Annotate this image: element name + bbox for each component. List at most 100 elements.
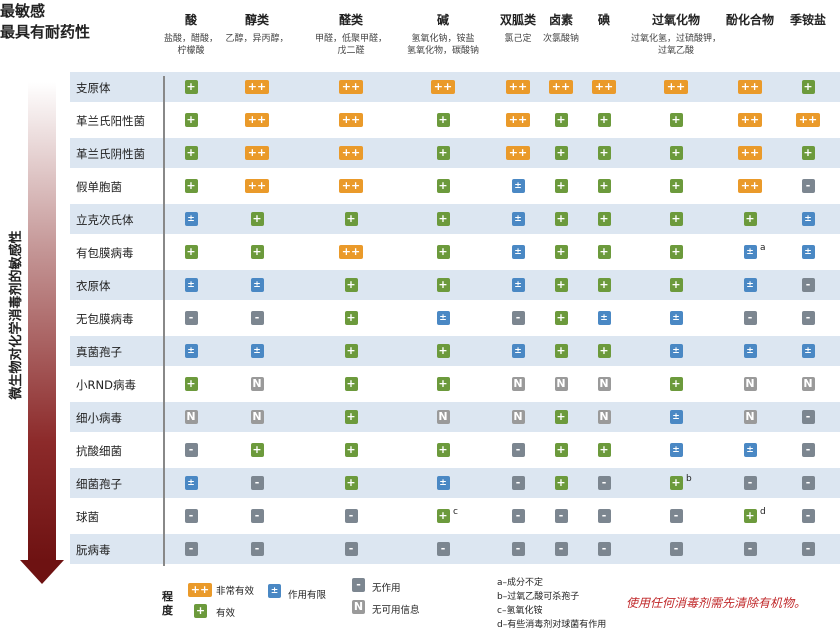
cell-badge: N	[250, 377, 264, 391]
column-title: 过氧化物	[651, 13, 701, 27]
cell-badge: +	[184, 245, 198, 259]
cell-badge: -	[801, 410, 815, 424]
cell-badge: N	[801, 377, 815, 391]
column-title: 酸	[184, 13, 198, 27]
cell-badge: ±	[511, 278, 525, 292]
column-subtitle: 过氧化氢，过硫酸钾， 过氧乙酸	[630, 34, 722, 56]
cell-badge: ++	[506, 146, 530, 160]
cell-badge: -	[250, 311, 264, 325]
legend-no-info-badge: N	[352, 600, 365, 614]
cell-badge: +	[554, 443, 568, 457]
cell-badge: +	[554, 146, 568, 160]
cell-badge: ±	[743, 344, 757, 358]
cell-badge: N	[511, 410, 525, 424]
cell-badge: ++	[245, 179, 269, 193]
cell-badge: ++	[339, 146, 363, 160]
cell-badge: +	[554, 311, 568, 325]
cell-badge: ++	[738, 179, 762, 193]
cell-badge: +	[669, 179, 683, 193]
cell-badge: -	[597, 509, 611, 523]
cell-badge: ±	[669, 443, 683, 457]
cell-badge: ++	[506, 80, 530, 94]
cell-badge: -	[511, 443, 525, 457]
cell-badge: +	[597, 113, 611, 127]
cell-badge: +	[597, 245, 611, 259]
cell-badge: +	[344, 278, 358, 292]
cell-badge: -	[184, 542, 198, 556]
column-title: 醇类	[244, 13, 270, 27]
cell-annotation: c	[453, 507, 458, 517]
cell-badge: ++	[339, 179, 363, 193]
cell-badge: -	[801, 179, 815, 193]
row-label: 有包膜病毒	[76, 246, 134, 260]
row-band	[70, 534, 840, 564]
column-title: 双胍类	[499, 13, 537, 27]
cell-badge: -	[743, 542, 757, 556]
cell-badge: ±	[436, 311, 450, 325]
cell-badge: -	[250, 542, 264, 556]
cell-badge: +	[344, 311, 358, 325]
cell-badge: +	[344, 443, 358, 457]
row-label: 小RND病毒	[76, 378, 136, 392]
table-divider	[163, 76, 165, 566]
cell-badge: -	[250, 476, 264, 490]
row-band	[70, 336, 840, 366]
cell-badge: +	[554, 212, 568, 226]
cell-badge: -	[511, 311, 525, 325]
footnote-a: a–成分不定	[497, 578, 544, 588]
cell-badge: -	[436, 542, 450, 556]
cell-badge: +	[554, 344, 568, 358]
cell-badge: ±	[250, 344, 264, 358]
most-resistant-label: 最具有耐药性	[0, 23, 91, 41]
cell-badge: +	[669, 476, 683, 490]
cell-badge: +	[184, 377, 198, 391]
legend-limited-label: 作用有限	[288, 590, 327, 601]
row-label: 立克次氏体	[76, 213, 134, 227]
cell-badge: -	[511, 542, 525, 556]
row-band	[70, 270, 840, 300]
cell-annotation: b	[686, 474, 692, 484]
cell-badge: +	[597, 179, 611, 193]
cell-badge: +	[597, 146, 611, 160]
cell-badge: ±	[743, 443, 757, 457]
column-title: 季铵盐	[789, 13, 827, 27]
sensitivity-arrow-head	[20, 560, 64, 584]
cell-badge: +	[436, 278, 450, 292]
cell-badge: +	[597, 278, 611, 292]
cell-badge: ±	[184, 278, 198, 292]
cell-badge: +	[554, 179, 568, 193]
column-title: 碱	[436, 13, 450, 27]
cell-badge: ±	[184, 476, 198, 490]
cell-badge: +	[669, 245, 683, 259]
cell-badge: +	[554, 410, 568, 424]
cell-badge: ++	[245, 113, 269, 127]
sensitivity-axis-label: 微生物对化学消毒剂的敏感性	[9, 230, 24, 400]
column-title: 卤素	[548, 13, 574, 27]
cell-badge: ±	[669, 311, 683, 325]
legend-very-effective-label: 非常有效	[216, 586, 255, 597]
cell-badge: +	[743, 212, 757, 226]
cell-badge: ±	[801, 344, 815, 358]
cell-badge: +	[344, 476, 358, 490]
cell-badge: N	[743, 377, 757, 391]
cell-badge: +	[597, 344, 611, 358]
cell-badge: +	[436, 146, 450, 160]
cell-badge: +	[554, 245, 568, 259]
cell-badge: ++	[339, 113, 363, 127]
row-label: 球菌	[76, 510, 99, 524]
column-subtitle: 乙醇，异丙醇，	[225, 34, 289, 44]
cell-badge: -	[344, 542, 358, 556]
cell-badge: ±	[511, 344, 525, 358]
cell-badge: +	[597, 443, 611, 457]
cell-badge: +	[250, 245, 264, 259]
row-label: 细菌孢子	[76, 477, 122, 491]
cell-badge: ±	[511, 212, 525, 226]
cell-badge: +	[669, 377, 683, 391]
cell-badge: -	[250, 509, 264, 523]
column-subtitle: 次氯酸钠	[542, 34, 580, 44]
cell-annotation: d	[760, 507, 766, 517]
cell-badge: -	[743, 311, 757, 325]
cell-badge: -	[801, 542, 815, 556]
cell-badge: -	[801, 311, 815, 325]
row-label: 细小病毒	[76, 411, 122, 425]
